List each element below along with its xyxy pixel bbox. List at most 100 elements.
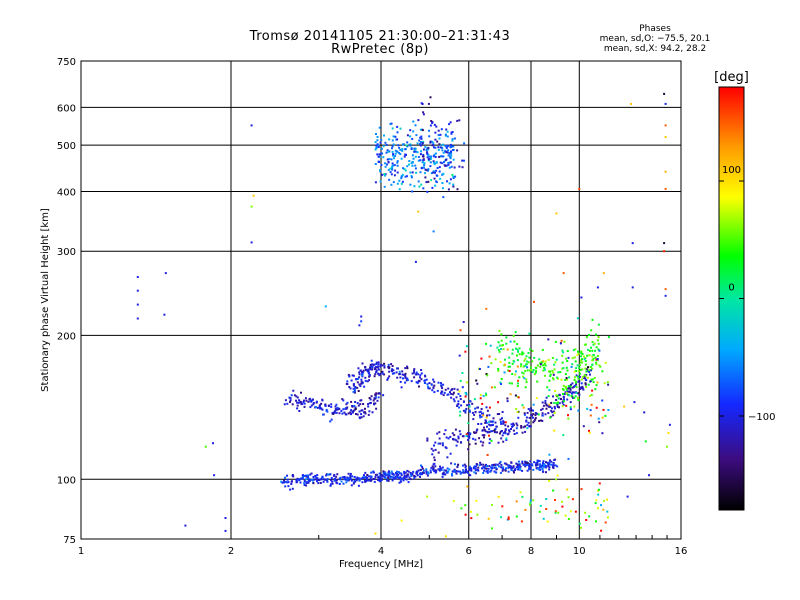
- data-point: [420, 464, 422, 467]
- axes: 1 2 4 6 8 10 1675100200300400500600750Frequenc…: [40, 57, 687, 570]
- data-point: [486, 409, 489, 412]
- data-point: [376, 139, 379, 142]
- data-point: [552, 462, 555, 465]
- data-point: [289, 400, 291, 403]
- data-point: [528, 425, 531, 428]
- data-point: [353, 476, 356, 478]
- data-point: [561, 505, 564, 508]
- data-point: [492, 423, 494, 426]
- data-point: [451, 388, 454, 391]
- data-point: [432, 141, 435, 144]
- data-point: [476, 513, 479, 516]
- data-point: [448, 468, 451, 471]
- data-point: [505, 342, 508, 345]
- data-point: [404, 169, 407, 172]
- data-point: [361, 371, 363, 373]
- data-point: [407, 470, 410, 473]
- data-point: [571, 498, 574, 501]
- data-point: [415, 472, 418, 475]
- data-point: [335, 403, 338, 406]
- data-point: [457, 463, 460, 466]
- data-point: [409, 478, 412, 481]
- data-point: [498, 329, 501, 332]
- data-point: [420, 378, 423, 381]
- data-point: [283, 481, 286, 484]
- data-point: [604, 361, 607, 364]
- data-point: [552, 378, 555, 381]
- data-point: [429, 161, 432, 164]
- data-point: [551, 369, 554, 372]
- data-point: [386, 158, 389, 161]
- data-point: [591, 349, 594, 352]
- data-point: [506, 397, 509, 400]
- data-point: [360, 378, 363, 381]
- data-point: [389, 171, 392, 173]
- data-point: [528, 416, 531, 419]
- data-point: [401, 149, 404, 152]
- data-point: [434, 156, 437, 158]
- data-point: [413, 477, 416, 480]
- data-point: [358, 479, 361, 482]
- data-point: [427, 168, 430, 171]
- data-point: [434, 469, 437, 472]
- data-point: [506, 400, 509, 403]
- data-point: [474, 407, 477, 410]
- data-point: [354, 406, 357, 409]
- data-point: [571, 386, 574, 389]
- data-point: [443, 433, 446, 436]
- data-point: [542, 369, 545, 372]
- data-point: [496, 431, 498, 434]
- data-point: [372, 470, 375, 473]
- data-point: [519, 468, 522, 471]
- data-point: [460, 507, 463, 510]
- data-point: [287, 481, 290, 484]
- data-point: [544, 399, 547, 402]
- data-point: [315, 476, 318, 479]
- data-point: [439, 161, 442, 164]
- data-point: [378, 126, 381, 129]
- data-point: [593, 342, 596, 345]
- data-point: [136, 289, 139, 292]
- data-point: [587, 376, 589, 379]
- data-point: [548, 468, 551, 471]
- data-point: [573, 384, 576, 387]
- data-point: [302, 401, 305, 404]
- data-point: [303, 484, 306, 486]
- data-point: [447, 161, 450, 164]
- data-point: [495, 468, 498, 471]
- data-point: [504, 358, 506, 361]
- data-point: [488, 406, 491, 409]
- data-point: [559, 342, 562, 345]
- data-point: [587, 366, 590, 369]
- data-point: [577, 377, 580, 380]
- data-point: [364, 479, 366, 482]
- data-point: [534, 417, 537, 420]
- data-point: [442, 383, 445, 386]
- data-point: [442, 394, 445, 397]
- data-point: [473, 471, 476, 474]
- data-point: [388, 158, 391, 160]
- data-point: [361, 362, 364, 365]
- data-point: [429, 471, 432, 474]
- data-point: [469, 433, 472, 436]
- data-point: [563, 340, 566, 343]
- data-point: [537, 459, 540, 462]
- data-point: [536, 364, 539, 367]
- data-point: [300, 403, 303, 406]
- data-point: [529, 499, 532, 502]
- data-point: [486, 431, 489, 434]
- data-point: [526, 427, 529, 430]
- data-point: [543, 367, 546, 369]
- data-point: [386, 149, 389, 152]
- data-point: [397, 367, 399, 370]
- data-point: [351, 475, 354, 478]
- data-point: [447, 149, 450, 152]
- data-point: [580, 355, 583, 358]
- data-point: [445, 146, 448, 149]
- data-point: [606, 498, 608, 501]
- data-point: [545, 461, 547, 464]
- data-point: [488, 438, 491, 441]
- data-point: [377, 476, 380, 479]
- data-point: [570, 365, 573, 368]
- data-point: [440, 128, 443, 131]
